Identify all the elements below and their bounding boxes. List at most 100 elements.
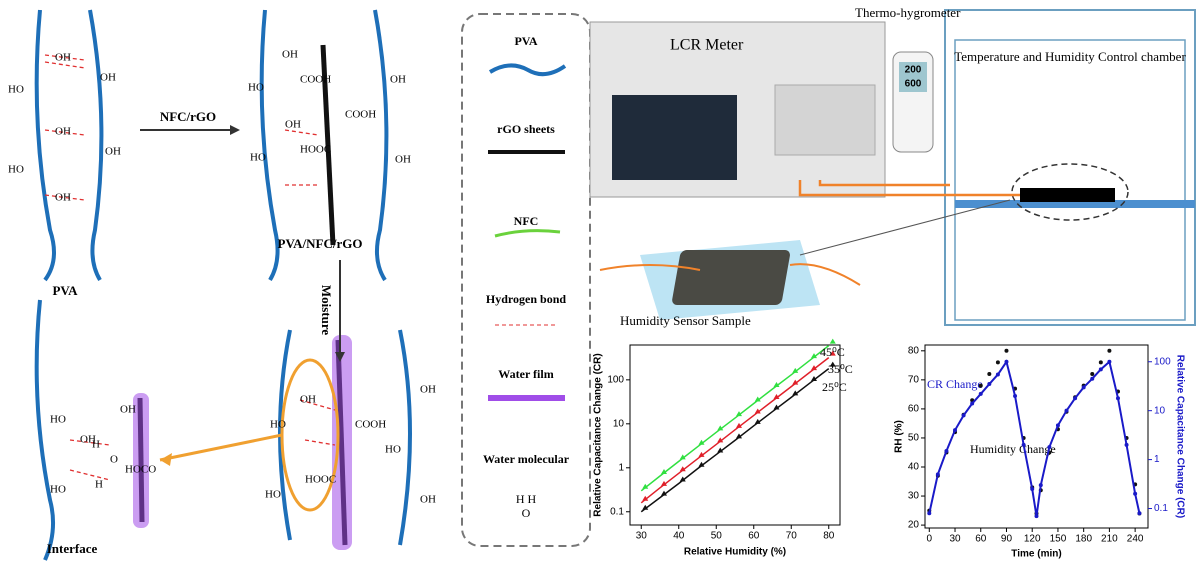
y-tick-label: 20 — [908, 520, 920, 531]
y2-axis-label: Relative Capacitance Change (CR) — [1174, 355, 1185, 518]
point — [936, 472, 940, 476]
point — [1004, 349, 1008, 353]
point — [1035, 514, 1039, 518]
point — [1099, 367, 1103, 371]
group-label: HO — [8, 164, 24, 176]
y-tick-label: 40 — [908, 462, 920, 473]
point — [1090, 372, 1094, 376]
legend-pva — [490, 65, 565, 74]
point — [927, 511, 931, 515]
group-label: HOCO — [125, 464, 156, 476]
group-label: OH — [55, 192, 71, 204]
series-label: 35⁰C — [828, 362, 853, 376]
group-label: HO — [270, 419, 286, 431]
point — [1090, 377, 1094, 381]
label: Thermo-hygrometer — [855, 5, 961, 20]
legend-label: Hydrogen bond — [486, 292, 566, 306]
arrow-head — [230, 125, 240, 135]
group-label: OH — [420, 494, 436, 506]
figure: PVA NFC/rGO PVA/NFC/rGO Moisture Interfa… — [0, 0, 1200, 564]
label: PVA/NFC/rGO — [278, 236, 363, 251]
point — [1030, 487, 1034, 491]
zoom-arrow — [160, 435, 282, 460]
x-tick-label: 70 — [786, 531, 798, 542]
y-tick-label: 10 — [613, 418, 625, 429]
x-tick-label: 0 — [927, 534, 933, 545]
group-label: COOH — [345, 109, 376, 121]
x-tick-label: 40 — [673, 531, 685, 542]
point — [953, 428, 957, 432]
point — [1022, 443, 1026, 447]
y-tick-label: 0.1 — [610, 506, 624, 517]
y-tick-label: 1 — [618, 462, 624, 473]
x-axis-label: Time (min) — [1011, 549, 1061, 560]
x-tick-label: 80 — [823, 531, 835, 542]
group-label: OH — [105, 146, 121, 158]
group-label: HO — [50, 414, 66, 426]
pva-chains — [37, 10, 410, 560]
group-label: HO — [50, 484, 66, 496]
fit-line — [641, 358, 829, 503]
group-label: OH — [55, 52, 71, 64]
point — [987, 382, 991, 386]
label: Temperature and Humidity Control chamber — [954, 49, 1186, 64]
group-label: OH — [300, 394, 316, 406]
group-label: HOOC — [300, 144, 331, 156]
point — [944, 449, 948, 453]
x-tick-label: 30 — [636, 531, 648, 542]
label: PVA — [52, 283, 78, 298]
group-label: OH — [282, 49, 298, 61]
fit-line — [641, 346, 829, 491]
x-tick-label: 120 — [1024, 534, 1041, 545]
legend-symbol: H H — [516, 492, 537, 506]
annotation: CR Change — [927, 377, 983, 391]
series-line — [929, 351, 1139, 514]
fit-line — [641, 369, 829, 512]
point — [996, 372, 1000, 376]
y-tick-label: 60 — [908, 404, 920, 415]
legend-nfc — [495, 231, 560, 236]
x-tick-label: 50 — [711, 531, 723, 542]
point — [1047, 445, 1051, 449]
label: NFC/rGO — [160, 109, 216, 124]
x-tick-label: 180 — [1075, 534, 1092, 545]
point — [1116, 396, 1120, 400]
x-tick-label: 60 — [748, 531, 760, 542]
legend-label: NFC — [514, 214, 539, 228]
y2-tick-label: 0.1 — [1154, 503, 1168, 514]
plot-frame — [630, 345, 840, 525]
group-label: OH — [420, 384, 436, 396]
x-tick-label: 150 — [1050, 534, 1067, 545]
x-tick-label: 90 — [1001, 534, 1013, 545]
legend-label: rGO sheets — [497, 122, 555, 136]
label: Interface — [47, 541, 98, 556]
x-tick-label: 240 — [1127, 534, 1144, 545]
point — [996, 360, 1000, 364]
y-tick-label: 80 — [908, 345, 920, 356]
label: 200 — [905, 65, 922, 76]
legend-label: Water film — [498, 367, 553, 381]
group-label: O — [110, 454, 118, 466]
point — [987, 372, 991, 376]
label: Moisture — [319, 285, 334, 336]
group-label: HO — [248, 82, 264, 94]
point — [1013, 394, 1017, 398]
x-tick-label: 30 — [949, 534, 961, 545]
point — [979, 384, 983, 388]
group-label: HO — [265, 489, 281, 501]
group-label: OH — [285, 119, 301, 131]
group-label: OH — [395, 154, 411, 166]
group-label: HO — [250, 152, 266, 164]
y-axis-label: RH (%) — [894, 420, 905, 453]
x-axis-label: Relative Humidity (%) — [684, 547, 786, 558]
label: 600 — [905, 79, 922, 90]
group-label: OH — [390, 74, 406, 86]
group-label: OH — [120, 404, 136, 416]
x-tick-label: 60 — [975, 534, 987, 545]
group-label: COOH — [300, 74, 331, 86]
point — [962, 413, 966, 417]
point — [1039, 483, 1043, 487]
y2-tick-label: 10 — [1154, 405, 1166, 416]
group-label: HO — [385, 444, 401, 456]
point — [970, 402, 974, 406]
